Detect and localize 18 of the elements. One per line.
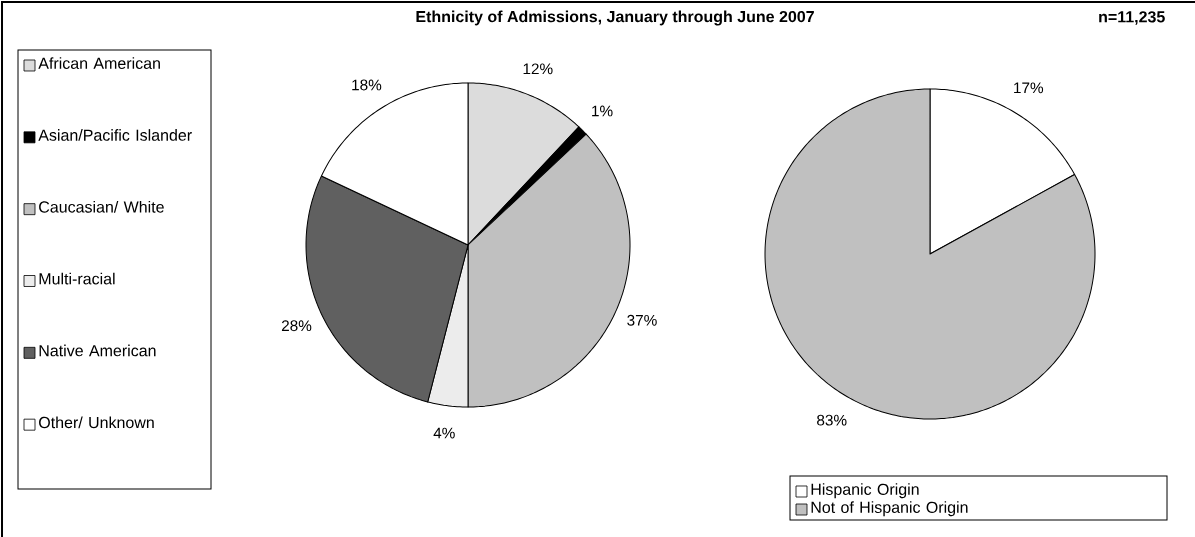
legend-label: African American — [38, 57, 160, 70]
legend-label: Asian/Pacific Islander — [38, 129, 192, 141]
data-label: 12% — [523, 63, 553, 75]
data-label: 17% — [1014, 82, 1044, 94]
text: n=11,235 — [1099, 11, 1165, 25]
legend-label: Hispanic Origin — [811, 483, 919, 499]
legend-label: Multi-racial — [39, 272, 115, 285]
legend-label: Caucasian/ White — [39, 200, 164, 213]
data-label: 4% — [433, 427, 455, 439]
data-label: 37% — [627, 314, 657, 326]
data-label: 28% — [281, 320, 312, 332]
legend-label: Not of Hispanic Origin — [811, 501, 968, 517]
chart-title: Ethnicity of Admissions, January through June 2007 — [416, 10, 814, 26]
legend-label: Other/ Unknown — [39, 416, 154, 429]
data-label: 18% — [352, 79, 382, 91]
data-label: 83% — [817, 414, 847, 426]
legend-label: Native American — [39, 344, 156, 357]
data-label: 1% — [592, 105, 613, 117]
